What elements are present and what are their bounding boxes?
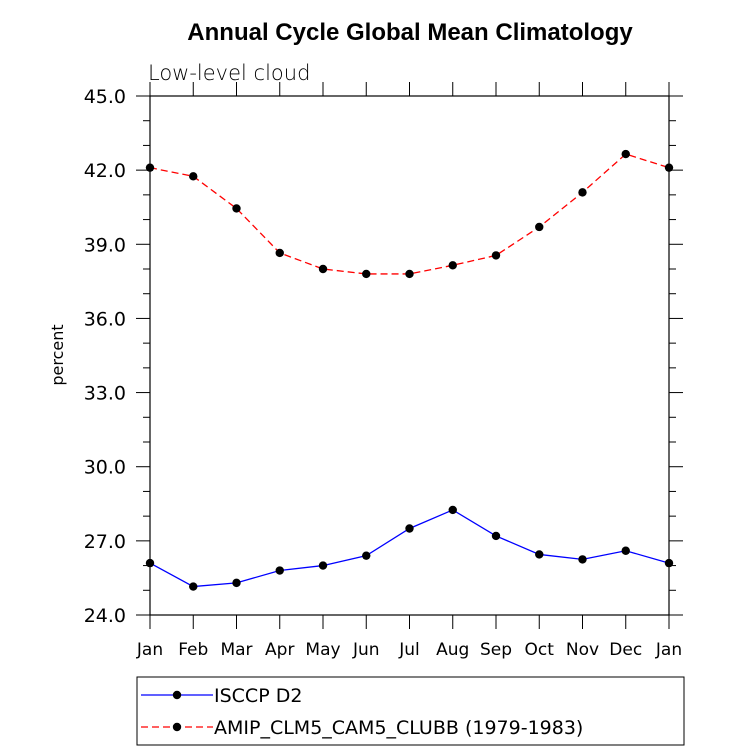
y-tick-label: 39.0 — [84, 234, 126, 256]
plot-frame — [149, 95, 670, 616]
data-point-series-0 — [621, 546, 630, 555]
data-point-series-1 — [621, 149, 630, 159]
x-tick-label: Jan — [136, 640, 163, 660]
x-tick-label: Jul — [398, 640, 420, 660]
data-point-series-1 — [362, 269, 371, 279]
data-point-series-0 — [535, 550, 544, 559]
data-point-series-1 — [448, 261, 457, 270]
data-point-series-0 — [491, 531, 501, 541]
x-tick-label: Mar — [220, 640, 252, 660]
y-tick-label: 33.0 — [84, 383, 126, 405]
data-point-series-1 — [275, 248, 284, 258]
x-tick-label: Nov — [566, 640, 599, 660]
chart-subtitle: Low-level cloud — [148, 61, 310, 85]
legend: ISCCP D2 AMIP_CLM5_CAM5_CLUBB (1979-1983) — [136, 676, 685, 746]
data-point-series-0 — [448, 505, 457, 515]
y-tick-label: 24.0 — [84, 605, 126, 627]
data-point-series-0 — [578, 555, 587, 564]
data-point-series-0 — [275, 566, 284, 575]
y-tick-label: 45.0 — [84, 86, 126, 108]
y-tick-label: 27.0 — [84, 531, 126, 553]
data-point-series-1 — [318, 264, 328, 274]
x-tick-label: Oct — [525, 640, 555, 660]
series-line-1 — [149, 153, 670, 275]
x-tick-label: May — [305, 640, 340, 660]
x-tick-label: Apr — [265, 640, 294, 660]
x-tick-label: Sep — [480, 640, 512, 660]
legend-box — [136, 676, 685, 746]
data-point-series-1 — [145, 163, 155, 172]
legend-label-0: ISCCP D2 — [214, 685, 302, 707]
data-point-series-1 — [232, 204, 241, 213]
legend-marker-1 — [172, 722, 182, 732]
data-point-series-0 — [362, 551, 371, 560]
data-point-series-0 — [189, 582, 198, 591]
x-tick-label: Dec — [609, 640, 642, 660]
data-point-series-1 — [535, 222, 544, 232]
y-tick-label: 30.0 — [84, 457, 126, 479]
y-tick-label: 42.0 — [84, 160, 126, 182]
data-point-series-1 — [405, 269, 414, 279]
data-point-series-0 — [145, 558, 155, 568]
x-tick-label: Jan — [655, 640, 682, 660]
series-line-0 — [149, 509, 670, 588]
data-point-series-1 — [578, 188, 587, 197]
y-tick-label: 36.0 — [84, 308, 126, 330]
plot-area: 24.0 27.0 30.0 33.0 36.0 39.0 42.0 45.0 Jan Feb Ma… — [84, 82, 683, 660]
x-tick-label: Aug — [436, 640, 469, 660]
y-axis-label: percent — [48, 324, 67, 385]
data-point-series-0 — [232, 578, 241, 588]
data-point-series-0 — [318, 561, 328, 570]
data-point-series-1 — [189, 172, 198, 181]
x-tick-label: Jun — [352, 640, 380, 660]
data-point-series-1 — [491, 251, 501, 260]
x-tick-label: Feb — [178, 640, 208, 660]
legend-label-1: AMIP_CLM5_CAM5_CLUBB (1979-1983) — [214, 717, 583, 739]
data-point-series-0 — [405, 524, 414, 533]
data-point-series-1 — [664, 163, 674, 172]
legend-marker-0 — [172, 690, 182, 700]
chart-title: Annual Cycle Global Mean Climatology — [187, 19, 633, 46]
data-point-series-0 — [664, 558, 674, 568]
